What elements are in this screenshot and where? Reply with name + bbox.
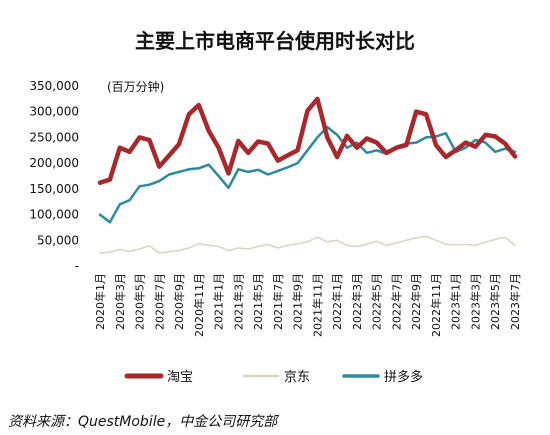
x-tick-label: 2023年7月 bbox=[508, 273, 522, 330]
y-tick-label: 250,000 bbox=[29, 130, 79, 144]
y-axis: - 50,000 100,000 150,000 200,000 250,000 300,0… bbox=[29, 79, 79, 273]
x-tick-label: 2023年5月 bbox=[488, 273, 502, 330]
y-tick-label: 100,000 bbox=[29, 208, 79, 222]
x-tick-label: 2022年3月 bbox=[350, 273, 364, 330]
x-tick-label: 2020年11月 bbox=[192, 273, 206, 337]
source-note: 资料来源：QuestMobile，中金公司研究部 bbox=[8, 414, 279, 430]
x-tick-label: 2023年1月 bbox=[449, 273, 463, 330]
x-tick-label: 2020年9月 bbox=[172, 273, 186, 330]
x-tick-label: 2023年3月 bbox=[468, 273, 482, 330]
x-tick-label: 2020年5月 bbox=[133, 273, 147, 330]
x-tick-label: 2021年11月 bbox=[310, 273, 324, 337]
x-tick-label: 2021年7月 bbox=[271, 273, 285, 330]
x-tick-label: 2022年11月 bbox=[429, 273, 443, 337]
y-tick-label: 300,000 bbox=[29, 105, 79, 119]
y-tick-label: - bbox=[75, 259, 79, 273]
x-tick-label: 2022年1月 bbox=[330, 273, 344, 330]
chart-title: 主要上市电商平台使用时长对比 bbox=[135, 29, 415, 53]
y-tick-label: 350,000 bbox=[29, 79, 79, 93]
x-tick-label: 2022年5月 bbox=[370, 273, 384, 330]
series-lines bbox=[97, 96, 518, 254]
x-tick-label: 2020年3月 bbox=[113, 273, 127, 330]
y-tick-label: 50,000 bbox=[37, 233, 79, 247]
series-line-jd bbox=[99, 235, 516, 254]
legend-label: 拼多多 bbox=[384, 369, 423, 385]
x-tick-label: 2020年1月 bbox=[93, 273, 107, 330]
x-tick-label: 2021年5月 bbox=[251, 273, 265, 330]
x-tick-label: 2022年7月 bbox=[389, 273, 403, 330]
x-tick-label: 2021年1月 bbox=[212, 273, 226, 330]
legend-label: 京东 bbox=[284, 370, 310, 385]
series-line-pdd bbox=[98, 125, 517, 224]
x-tick-label: 2022年9月 bbox=[409, 273, 423, 330]
series-line-taobao bbox=[97, 96, 518, 185]
x-tick-label: 2020年7月 bbox=[152, 273, 166, 330]
y-tick-label: 150,000 bbox=[29, 182, 79, 196]
y-tick-label: 200,000 bbox=[29, 156, 79, 170]
x-tick-label: 2021年3月 bbox=[231, 273, 245, 330]
x-tick-label: 2021年9月 bbox=[291, 273, 305, 330]
unit-label: (百万分钟) bbox=[107, 79, 164, 94]
x-axis: 2020年1月 2020年3月 2020年5月 2020年7月 2020年9月 2020年… bbox=[93, 273, 522, 337]
legend-label: 淘宝 bbox=[167, 370, 193, 385]
legend: 淘宝 京东 拼多多 bbox=[124, 369, 423, 385]
